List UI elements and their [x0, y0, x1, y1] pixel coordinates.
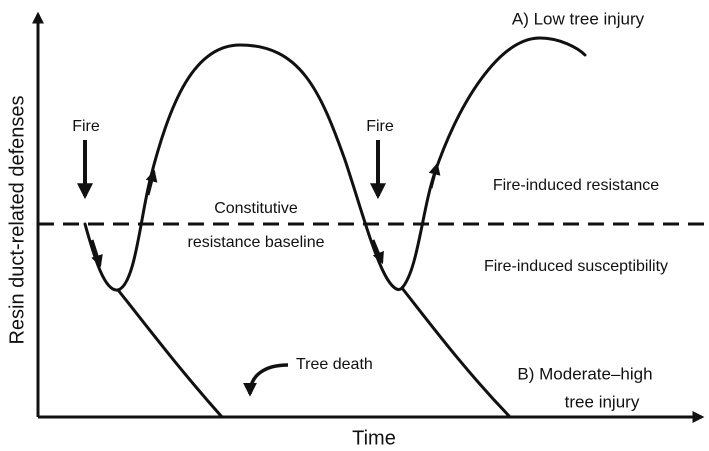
x-axis-label: Time [352, 427, 396, 449]
decline-curve [400, 286, 512, 419]
label: tree injury [565, 392, 640, 411]
curve-arrow [371, 239, 384, 265]
label: A) Low tree injury [512, 9, 645, 28]
label: Constitutive [214, 200, 298, 217]
label: Fire [72, 118, 100, 135]
label: Tree death [296, 356, 373, 373]
decline-curve [116, 288, 224, 419]
death-arrow [243, 363, 289, 397]
label: Fire [366, 118, 394, 135]
curve-arrow [90, 239, 103, 268]
label: Fire-induced resistance [493, 177, 659, 194]
label: resistance baseline [188, 234, 325, 251]
label: Fire-induced susceptibility [484, 258, 668, 275]
curve-arrow [428, 162, 441, 189]
y-axis-label: Resin duct-related defenses [6, 95, 28, 344]
curve-arrow [145, 169, 158, 196]
label: B) Moderate–high [517, 364, 652, 383]
defense-curve [83, 36, 587, 292]
